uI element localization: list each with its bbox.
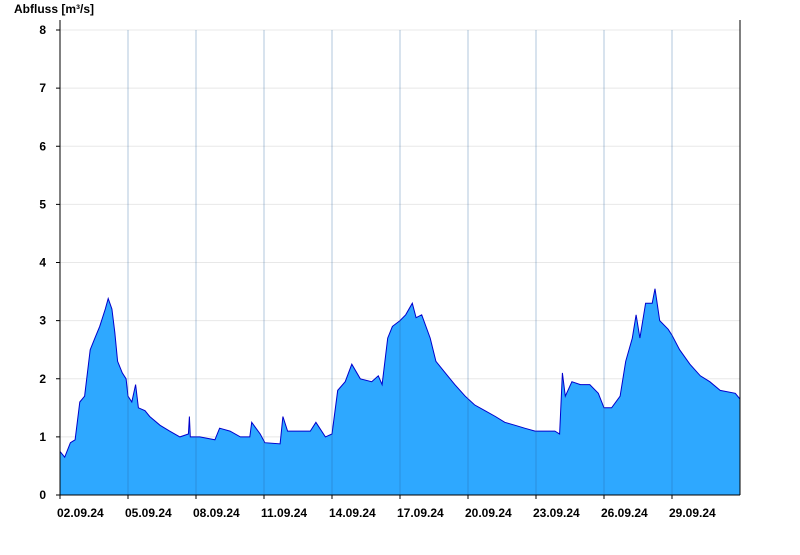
- area: [60, 288, 740, 495]
- x-tick-label: 29.09.24: [669, 506, 716, 520]
- y-tick-label: 5: [39, 197, 46, 211]
- y-tick-label: 0: [39, 488, 46, 502]
- y-tick-label: 7: [39, 81, 46, 95]
- y-tick-label: 4: [39, 256, 46, 270]
- x-tick-label: 20.09.24: [465, 506, 512, 520]
- y-tick-label: 2: [39, 372, 46, 386]
- x-tick-label: 11.09.24: [261, 506, 307, 520]
- y-tick-label: 6: [39, 139, 46, 153]
- x-tick-label: 17.09.24: [397, 506, 444, 520]
- x-tick-label: 23.09.24: [533, 506, 580, 520]
- y-tick-label: 3: [39, 314, 46, 328]
- x-tick-label: 08.09.24: [193, 506, 240, 520]
- line: [59, 288, 741, 459]
- x-tick-label: 14.09.24: [329, 506, 376, 520]
- x-tick-label: 02.09.24: [57, 506, 104, 520]
- x-tick-label: 26.09.24: [601, 506, 648, 520]
- x-tick-label: 05.09.24: [125, 506, 172, 520]
- y-tick-label: 1: [39, 430, 46, 444]
- y-tick-label: 8: [39, 23, 46, 37]
- y-axis-label: Abfluss [m³/s]: [14, 2, 94, 16]
